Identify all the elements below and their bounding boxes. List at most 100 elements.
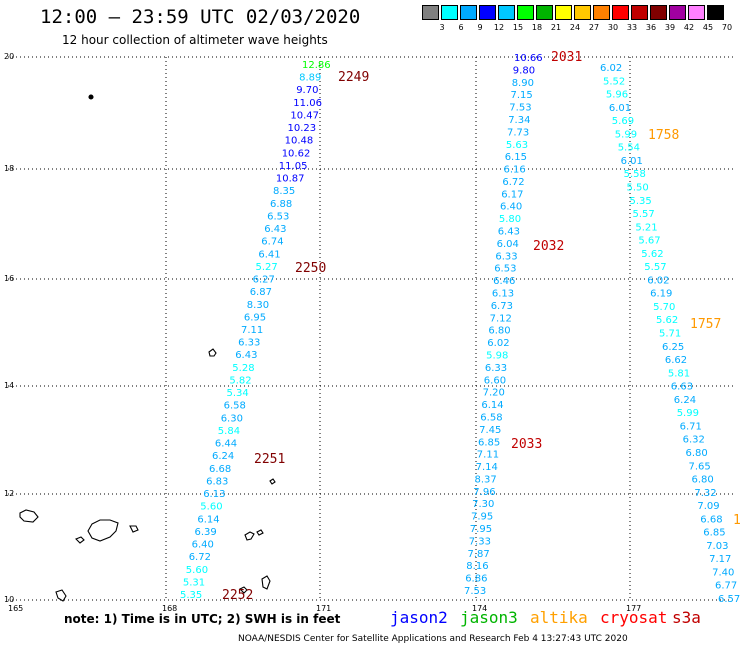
island-outline [87,519,119,542]
wave-height-value: 5.58 [624,169,646,180]
pass-time-label: 1757 [690,317,721,332]
pass-time-label: 2252 [222,588,253,603]
legend-label: 27 [588,23,600,32]
island-outline [256,529,264,536]
legend-swatch [479,5,496,20]
legend-label: 3 [439,23,445,32]
wave-height-value: 5.60 [200,502,222,513]
wave-height-value: 7.40 [712,568,734,579]
pass-time-label: 2031 [551,50,582,65]
wave-height-value: 6.41 [258,249,280,260]
wave-height-value: 5.81 [668,368,690,379]
wave-height-value: 5.27 [256,262,278,273]
legend-swatch [612,5,629,20]
island-outline [19,509,39,523]
wave-height-value: 5.98 [486,351,508,362]
legend-label: 42 [683,23,695,32]
wave-height-value: 8.90 [512,78,534,89]
wave-height-value: 7.03 [706,541,728,552]
wave-height-value: 6.04 [497,239,519,250]
wave-height-value: 5.80 [499,214,521,225]
wave-height-value: 6.62 [665,355,687,366]
wave-height-value: 6.71 [680,421,702,432]
wave-height-value: 5.28 [232,363,254,374]
wave-height-value: 6.33 [495,251,517,262]
wave-height-value: 6.30 [221,413,243,424]
island-outline [55,589,67,602]
wave-height-value: 6.87 [250,287,272,298]
island-outline [269,478,276,485]
legend-label: 30 [607,23,619,32]
legend-label: 33 [626,23,638,32]
wave-height-value: 5.31 [183,577,205,588]
legend-label: 39 [664,23,676,32]
wave-height-value: 6.73 [491,301,513,312]
wave-height-value: 5.96 [606,90,628,101]
legend-label: 45 [702,23,714,32]
legend-swatch [650,5,667,20]
x-tick-label: 174 [472,604,487,613]
wave-height-value: 6.68 [700,514,722,525]
wave-height-value: 6.58 [224,401,246,412]
wave-height-value: 5.60 [186,565,208,576]
legend-label: 70 [721,23,733,32]
legend-swatch [688,5,705,20]
wave-height-value: 6.77 [715,581,737,592]
wave-height-value: 7.17 [709,554,731,565]
legend-swatch [460,5,477,20]
y-tick-label: 12 [4,489,14,498]
wave-height-value: 8.35 [273,186,295,197]
wave-height-value: 7.33 [469,536,491,547]
wave-height-value: 5.70 [653,302,675,313]
wave-height-value: 6.53 [494,264,516,275]
wave-height-value: 6.80 [488,326,510,337]
wave-height-value: 6.40 [500,202,522,213]
wave-height-value: 6.14 [197,514,219,525]
wave-height-value: 5.35 [630,196,652,207]
wave-height-value: 10.48 [285,136,314,147]
wave-height-value: 6.32 [683,435,705,446]
wave-height-value: 7.87 [468,549,490,560]
wave-height-value: 10.47 [290,111,319,122]
wave-height-value: 7.11 [477,450,499,461]
wave-height-value: 5.62 [641,249,663,260]
wave-height-value: 6.72 [189,552,211,563]
legend-label: 18 [531,23,543,32]
legend-swatch [517,5,534,20]
wave-height-value: 6.46 [493,276,515,287]
wave-height-value: 9.80 [513,65,535,76]
x-tick-label: 177 [626,604,641,613]
island-outline [244,531,255,541]
wave-height-value: 10.23 [288,123,317,134]
legend-swatch [536,5,553,20]
wave-height-value: 6.24 [212,451,234,462]
y-tick-label: 20 [4,52,14,61]
land-outlines [19,94,276,602]
legend-label: 24 [569,23,581,32]
wave-height-value: 6.80 [686,448,708,459]
wave-height-value: 7.53 [464,586,486,597]
legend-label: 6 [458,23,464,32]
wave-height-value: 7.65 [689,461,711,472]
wave-height-value: 6.40 [192,540,214,551]
wave-height-value: 10.87 [276,174,305,185]
axis-labels: 165 168 171 174 177 20 18 16 14 12 10 [4,52,641,613]
island-outline [88,94,94,100]
wave-height-value: 8.89 [299,73,321,84]
page-subtitle: 12 hour collection of altimeter wave hei… [62,33,328,47]
wave-height-value: 6.86 [465,574,487,585]
wave-height-value: 6.16 [504,165,526,176]
y-tick-label: 16 [4,274,14,283]
wave-height-value: 5.34 [227,388,249,399]
legend-swatch [631,5,648,20]
island-outline [129,525,139,533]
wave-height-value: 8.30 [247,300,269,311]
wave-height-value: 6.95 [244,312,266,323]
wave-height-value: 5.50 [627,183,649,194]
pass-time-label: 2251 [254,452,285,467]
wave-height-value: 5.71 [659,329,681,340]
wave-height-value: 7.95 [471,512,493,523]
wave-height-value: 6.57 [718,594,740,605]
wave-height-value: 10.62 [282,148,311,159]
